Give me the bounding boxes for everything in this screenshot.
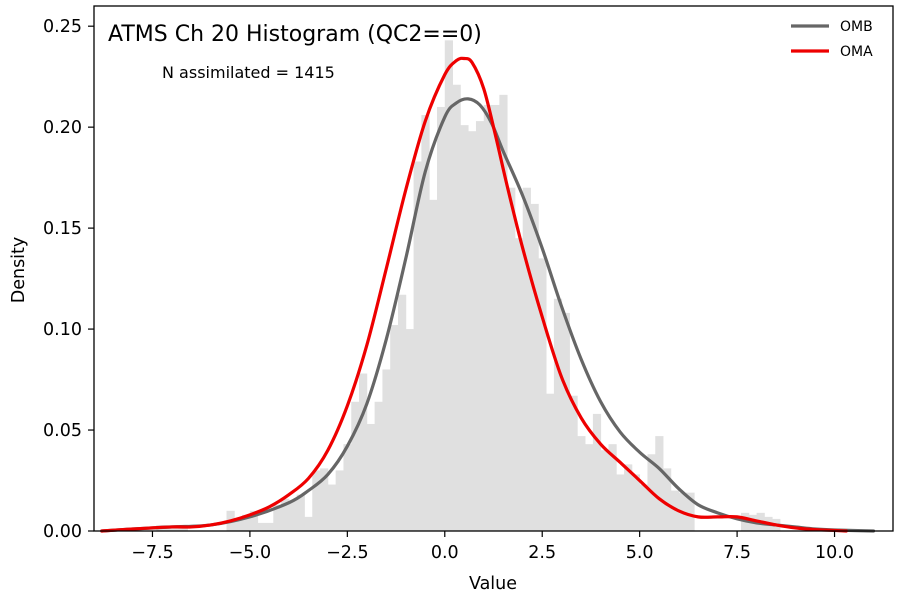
- histogram-bar: [312, 470, 321, 531]
- histogram-bar: [405, 329, 414, 531]
- histogram-bar: [327, 484, 337, 531]
- histogram-bar: [663, 468, 672, 531]
- n-assimilated-annotation: N assimilated = 1415: [162, 63, 335, 82]
- histogram-bar: [507, 187, 516, 532]
- x-tick-label: −7.5: [131, 543, 174, 563]
- histogram-bar: [265, 522, 274, 531]
- x-tick-label: 5.0: [626, 543, 654, 563]
- histogram-bar: [686, 492, 695, 531]
- x-axis-label: Value: [469, 574, 517, 594]
- y-axis-ticks: 0.00 0.05 0.10 0.15 0.20 0.25: [43, 17, 94, 542]
- x-tick-label: 7.5: [723, 543, 751, 563]
- histogram-bar: [624, 464, 633, 531]
- histogram-bar: [561, 312, 570, 531]
- y-tick-label: 0.15: [43, 219, 82, 239]
- histogram-bar: [429, 199, 438, 531]
- histogram-bar: [577, 436, 586, 531]
- plot-frame: [93, 5, 894, 532]
- histogram-bar: [499, 94, 508, 531]
- legend-omb-label: OMB: [840, 19, 873, 35]
- histogram-bar: [569, 395, 578, 531]
- histogram-bar: [553, 298, 563, 531]
- histogram-bar: [491, 104, 500, 531]
- histogram-bars: [156, 40, 781, 532]
- x-tick-label: −2.5: [326, 543, 369, 563]
- legend: OMB OMA: [791, 19, 873, 60]
- x-tick-label: 0.0: [431, 543, 459, 563]
- histogram-bar: [546, 393, 555, 531]
- histogram-bar: [234, 518, 243, 531]
- histogram-bar: [281, 498, 290, 531]
- histogram-bar: [320, 468, 329, 531]
- histogram-bar: [514, 238, 524, 531]
- histogram-bar: [530, 203, 539, 531]
- histogram-bar: [592, 413, 602, 531]
- histogram-bar: [670, 490, 680, 531]
- histogram-bar: [452, 84, 461, 531]
- histogram-bar: [288, 500, 298, 531]
- histogram-bar: [242, 514, 251, 531]
- histogram-bar: [436, 106, 446, 532]
- histogram-bar: [398, 294, 407, 531]
- histogram-bar: [655, 436, 664, 531]
- histogram-bar: [600, 450, 609, 531]
- histogram-bar: [390, 325, 399, 531]
- x-axis-ticks: −7.5 −5.0 −2.5 0.0 2.5 5.0 7.5 10.0: [131, 531, 854, 563]
- x-tick-label: 2.5: [528, 543, 556, 563]
- histogram-bar: [335, 470, 344, 531]
- histogram-bar: [608, 444, 617, 531]
- histogram-bar: [468, 131, 477, 531]
- histogram-bar: [257, 522, 266, 531]
- density-curves: [100, 56, 876, 533]
- histogram-bar: [639, 484, 648, 531]
- x-tick-label: −5.0: [229, 543, 272, 563]
- histogram-bar: [616, 474, 625, 531]
- histogram-bar: [359, 373, 368, 531]
- histogram-bar: [304, 516, 313, 531]
- histogram-bar: [475, 121, 485, 531]
- histogram-bar: [296, 494, 305, 531]
- histogram-bar: [374, 401, 383, 531]
- histogram-bar: [483, 104, 492, 531]
- histogram-bar: [460, 125, 469, 531]
- histogram-bar: [249, 510, 259, 531]
- histogram-bar: [413, 161, 422, 532]
- histogram-bar: [273, 504, 282, 531]
- histogram-bar: [444, 40, 453, 531]
- y-axis-label: Density: [9, 237, 29, 304]
- y-tick-label: 0.20: [43, 118, 82, 138]
- histogram-bar: [538, 258, 547, 531]
- y-tick-label: 0.10: [43, 320, 82, 340]
- legend-oma-label: OMA: [840, 44, 873, 60]
- histogram-bar: [382, 369, 391, 531]
- y-tick-label: 0.00: [43, 522, 82, 542]
- histogram-bar: [522, 187, 531, 532]
- chart-title: ATMS Ch 20 Histogram (QC2==0): [108, 22, 482, 47]
- series-line-oma: [100, 56, 848, 533]
- x-tick-label: 10.0: [815, 543, 854, 563]
- histogram-bar: [631, 474, 641, 531]
- histogram-bar: [421, 115, 430, 531]
- histogram-bar: [343, 444, 352, 531]
- series-line-omb: [100, 97, 876, 533]
- y-tick-label: 0.05: [43, 421, 82, 441]
- histogram-bar: [585, 444, 594, 531]
- histogram-bar: [351, 401, 360, 531]
- histogram-bar: [366, 423, 376, 531]
- y-tick-label: 0.25: [43, 17, 82, 37]
